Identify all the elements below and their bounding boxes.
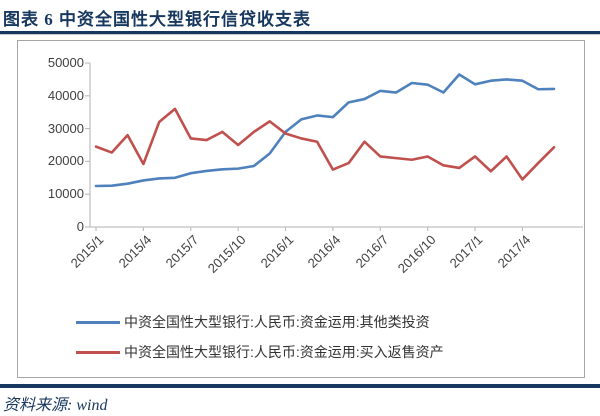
chart-legend: 中资全国性大型银行:人民币:资金运用:其他类投资 中资全国性大型银行:人民币:资…	[76, 307, 444, 367]
top-divider-rule	[0, 31, 600, 35]
page-title: 图表 6 中资全国性大型银行信贷收支表	[3, 10, 311, 29]
legend-swatch-blue	[76, 320, 120, 324]
data-source-note: 资料来源: wind	[3, 397, 108, 414]
series-line	[94, 73, 556, 188]
series-line	[94, 107, 556, 181]
legend-item-other-investments: 中资全国性大型银行:人民币:资金运用:其他类投资	[76, 307, 444, 337]
legend-swatch-red	[76, 350, 120, 354]
y-axis-tick-label: 0	[76, 219, 84, 234]
chart-container: 0 10000 20000 30000 40000 50000 2015/1 2015/4 2…	[17, 40, 585, 378]
legend-item-repo-assets: 中资全国性大型银行:人民币:资金运用:买入返售资产	[76, 337, 444, 367]
y-axis-tick-label: 10000	[47, 186, 84, 202]
y-axis-tick-label: 50000	[47, 55, 84, 70]
legend-label: 中资全国性大型银行:人民币:资金运用:买入返售资产	[124, 344, 444, 360]
y-axis-tick-label: 30000	[47, 120, 84, 136]
y-axis-tick-label: 40000	[47, 87, 84, 103]
y-axis-tick-label: 20000	[47, 153, 84, 169]
legend-label: 中资全国性大型银行:人民币:资金运用:其他类投资	[124, 314, 430, 330]
chart-svg	[85, 62, 583, 231]
bottom-divider-rule	[0, 384, 600, 388]
